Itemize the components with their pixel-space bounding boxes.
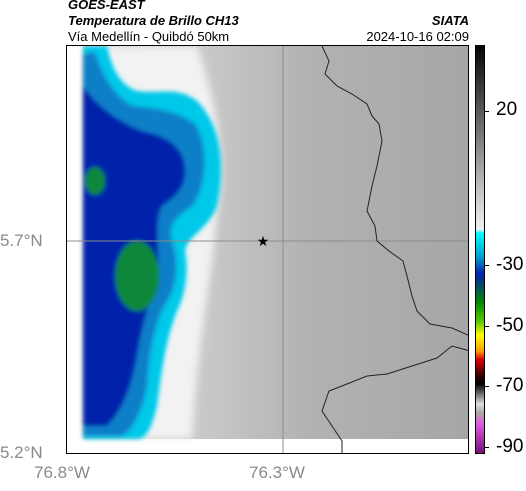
bottom-strip (67, 439, 468, 453)
colorbar-tick (485, 265, 489, 266)
lat-label-5-7: 5.7°N (0, 231, 43, 250)
colorbar-tick (485, 326, 489, 327)
map-canvas: ★ (67, 46, 468, 453)
star-icon: ★ (257, 234, 270, 250)
source-label: SIATA (431, 13, 469, 28)
route-subtitle: Vía Medellín - Quibdó 50km (68, 29, 230, 44)
colorbar (475, 45, 485, 454)
cold-cloud-zone (83, 46, 221, 439)
left-strip (67, 46, 83, 453)
lon-label-76-8: 76.8°W (34, 463, 90, 482)
department-border (321, 46, 468, 336)
colorbar-tick (485, 111, 489, 112)
colorbar-label-minus70: -70 (496, 375, 524, 396)
colorbar-tick (485, 447, 489, 448)
colorbar-label-minus30: -30 (496, 254, 524, 275)
colorbar-tick (485, 386, 489, 387)
colorbar-label-minus50: -50 (496, 315, 524, 336)
lon-label-76-3: 76.3°W (249, 463, 305, 482)
timestamp: 2024-10-16 02:09 (366, 29, 469, 44)
lat-label-5-2: 5.2°N (0, 443, 43, 462)
department-border-south (321, 345, 468, 453)
colorbar-label-20: 20 (496, 99, 518, 120)
colorbar-label-minus90: -90 (496, 436, 524, 457)
satellite-label: GOES-EAST (68, 0, 145, 12)
brightness-temperature-map[interactable]: ★ (66, 45, 469, 454)
product-title: Temperatura de Brillo CH13 (68, 13, 239, 28)
